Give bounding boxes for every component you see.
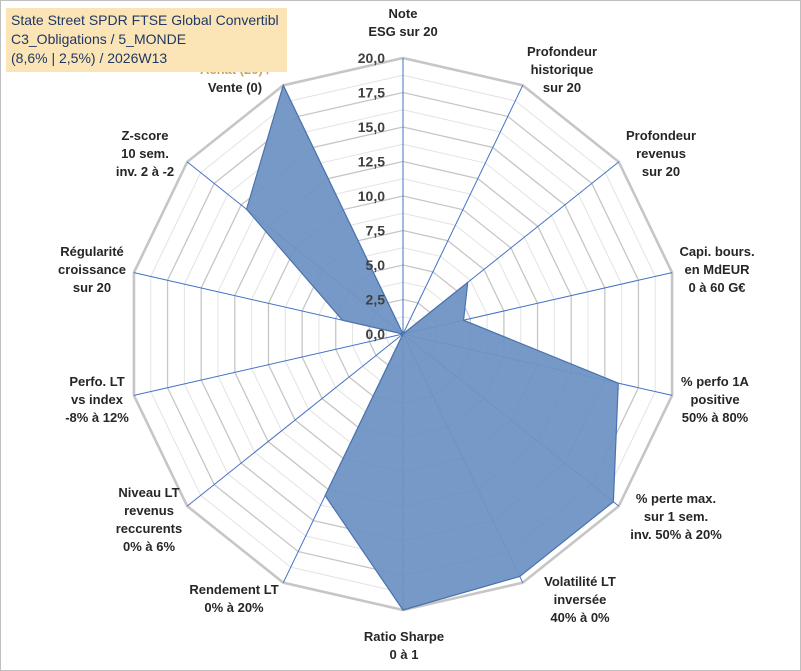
axis-label-line: en MdEUR [685, 262, 751, 277]
axis-label-line: sur 20 [543, 80, 581, 95]
axis-label-line: historique [531, 62, 594, 77]
axis-label-line: Profondeur [626, 128, 696, 143]
tick-label: 20,0 [358, 50, 385, 66]
chart-title: State Street SPDR FTSE Global Convertibl… [6, 8, 287, 72]
axis-label: Ratio Sharpe 0 à 1 [364, 629, 444, 662]
axis-label-line: Note [389, 6, 418, 21]
axis-label-line: % perte max. [636, 491, 716, 506]
axis-spoke [402, 85, 524, 335]
axis-label-line: Profondeur [527, 44, 597, 59]
axis-label: Niveau LT revenus reccurents 0% à 6% [116, 485, 182, 554]
axis-label: Profondeur revenus sur 20 [626, 128, 696, 179]
axis-label-line: Z-score [122, 128, 169, 143]
tick-label: 15,0 [358, 119, 385, 135]
axis-label-line: Capi. bours. [679, 244, 754, 259]
axis-label-line: 0% à 6% [123, 539, 175, 554]
axis-label-line: ESG sur 20 [368, 24, 437, 39]
axis-label: Capi. bours. en MdEUR 0 à 60 G€ [679, 244, 754, 295]
axis-label-line: -8% à 12% [65, 410, 129, 425]
axis-label-line: Vente (0) [208, 80, 262, 95]
axis-label: Profondeur historique sur 20 [527, 44, 597, 95]
tick-label: 2,5 [366, 292, 386, 308]
axis-label-line: sur 20 [642, 164, 680, 179]
axis-label-line: Perfo. LT [69, 374, 124, 389]
axis-label-line: 0% à 20% [204, 600, 264, 615]
chart-title-line-2: C3_Obligations / 5_MONDE [11, 31, 187, 47]
axis-label-line: Rendement LT [189, 582, 278, 597]
axis-label-line: croissance [58, 262, 126, 277]
tick-label: 0,0 [366, 326, 386, 342]
axis-label: Z-score 10 sem. inv. 2 à -2 [116, 128, 174, 179]
axis-spoke [133, 333, 404, 396]
axis-label-line: Ratio Sharpe [364, 629, 444, 644]
axis-label-line: inv. 50% à 20% [630, 527, 722, 542]
axis-label-line: reccurents [116, 521, 182, 536]
axis-label: Perfo. LT vs index -8% à 12% [65, 374, 129, 425]
axis-label-line: revenus [124, 503, 174, 518]
axis-label: Volatilité LT inversée 40% à 0% [544, 574, 616, 625]
axis-label-line: inversée [554, 592, 607, 607]
axis-label-line: 10 sem. [121, 146, 169, 161]
chart-title-line-1: State Street SPDR FTSE Global Convertibl [11, 12, 279, 28]
axis-label: Note ESG sur 20 [368, 6, 437, 39]
axis-label: % perte max. sur 1 sem. inv. 50% à 20% [630, 491, 722, 542]
axis-label-line: positive [690, 392, 739, 407]
axis-label-line: inv. 2 à -2 [116, 164, 174, 179]
axis-label-line: % perfo 1A [681, 374, 750, 389]
axis-label-line: vs index [71, 392, 124, 407]
tick-label: 7,5 [366, 223, 386, 239]
axis-label-line: Niveau LT [118, 485, 179, 500]
axis-label-line: 0 à 60 G€ [688, 280, 745, 295]
axis-label-line: 40% à 0% [550, 610, 610, 625]
chart-title-line-3: (8,6% | 2,5%) / 2026W13 [11, 50, 168, 66]
tick-label: 17,5 [358, 85, 385, 101]
tick-label: 5,0 [366, 257, 386, 273]
axis-label-line: 50% à 80% [682, 410, 749, 425]
tick-label: 12,5 [358, 154, 385, 170]
axis-label-line: 0 à 1 [390, 647, 419, 662]
axis-spoke [186, 333, 404, 507]
axis-label: Rendement LT 0% à 20% [189, 582, 278, 615]
axis-label: % perfo 1A positive 50% à 80% [681, 374, 750, 425]
axis-label-line: sur 20 [73, 280, 111, 295]
tick-label: 10,0 [358, 188, 385, 204]
axis-label-line: revenus [636, 146, 686, 161]
axis-label-line: sur 1 sem. [644, 509, 708, 524]
axis-label-line: Régularité [60, 244, 124, 259]
axis-label: Régularité croissance sur 20 [58, 244, 126, 295]
axis-label-line: Volatilité LT [544, 574, 616, 589]
